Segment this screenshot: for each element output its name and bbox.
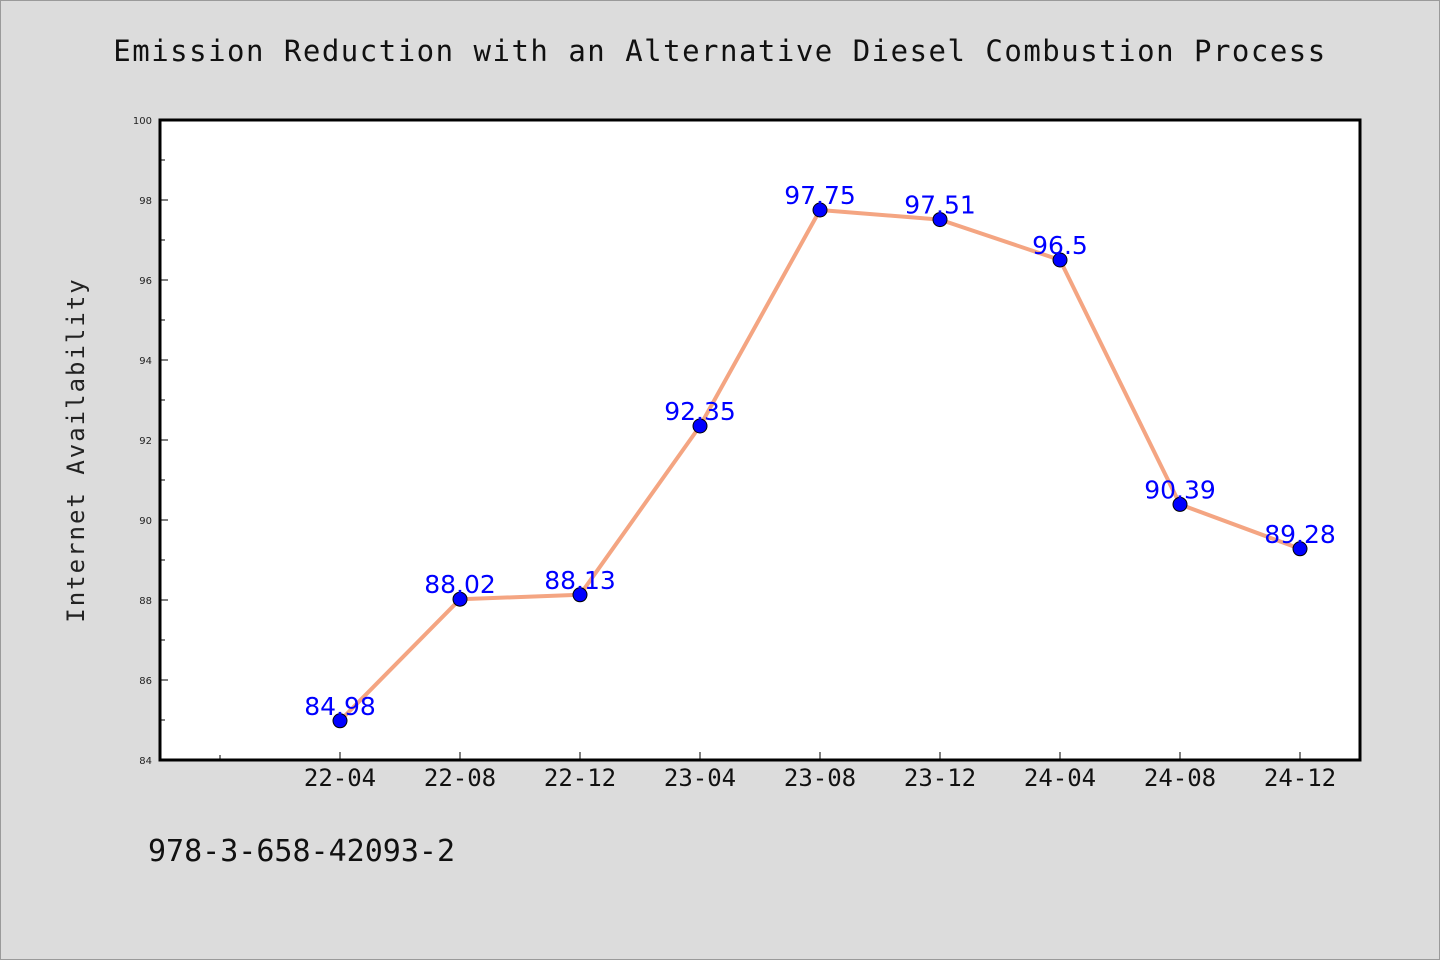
data-label: 90.39: [1144, 475, 1216, 504]
plot-area: [160, 120, 1360, 760]
x-tick-label: 24-12: [1264, 764, 1336, 792]
plot-border: [158, 118, 1362, 762]
y-tick-label: 98: [139, 196, 152, 207]
data-point-marker: [1052, 252, 1068, 268]
data-point-marker: [1172, 496, 1188, 512]
y-tick-label: 90: [139, 516, 152, 527]
y-tick-label: 84: [139, 756, 152, 767]
data-label-layer: 84.98 88.02 88.13 92.35 97.75 97.51 96.5 90.39 8…: [304, 181, 1336, 721]
x-tick-label: 22-08: [424, 764, 496, 792]
x-tick-label: 22-12: [544, 764, 616, 792]
data-label: 96.5: [1032, 231, 1088, 260]
x-tick-label: 23-04: [664, 764, 736, 792]
data-point-marker: [332, 713, 348, 729]
marker-layer: [332, 202, 1308, 729]
y-tick-label: 100: [133, 116, 152, 127]
footnote-isbn: 978-3-658-42093-2: [148, 834, 456, 869]
data-label: 97.75: [784, 181, 856, 210]
y-tick-label: 88: [139, 596, 152, 607]
data-label: 88.13: [544, 566, 616, 595]
y-tick-label: 96: [139, 276, 152, 287]
y-tick-label: 94: [139, 356, 152, 367]
x-tick-label: 24-08: [1144, 764, 1216, 792]
data-point-marker: [692, 418, 708, 434]
chart-title: Emission Reduction with an Alternative D…: [113, 34, 1327, 68]
axis-ticks: 84 86 88 90 92 94 96 98 100 22-04 22-08 22-12 23-04 2…: [133, 116, 1336, 792]
data-point-marker: [572, 587, 588, 603]
data-label: 97.51: [904, 191, 976, 220]
data-label: 89.28: [1264, 520, 1336, 549]
x-tick-label: 22-04: [304, 764, 376, 792]
data-point-marker: [1292, 541, 1308, 557]
data-label: 84.98: [304, 692, 376, 721]
y-tick-label: 92: [139, 436, 152, 447]
x-tick-label: 23-12: [904, 764, 976, 792]
x-tick-label: 23-08: [784, 764, 856, 792]
y-tick-label: 86: [139, 676, 152, 687]
data-point-marker: [812, 202, 828, 218]
data-point-marker: [452, 591, 468, 607]
data-label: 92.35: [664, 397, 736, 426]
data-point-marker: [932, 212, 948, 228]
x-tick-label: 24-04: [1024, 764, 1096, 792]
data-label: 88.02: [424, 570, 496, 599]
